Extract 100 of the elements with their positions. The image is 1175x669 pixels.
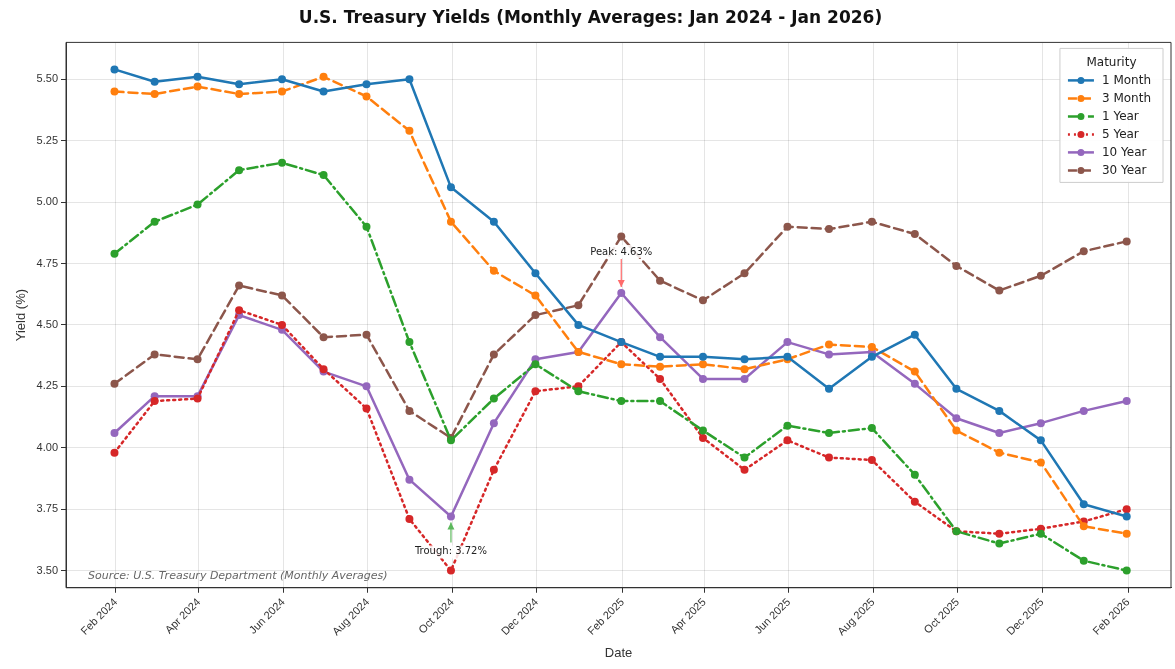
point [110, 87, 119, 96]
point [1036, 271, 1045, 280]
point [698, 426, 707, 435]
y-axis-title: Yield (%) [13, 288, 29, 342]
point [617, 397, 626, 406]
point [824, 429, 833, 437]
point [910, 470, 919, 479]
point [952, 384, 961, 393]
y-tick-label: 3.75 [36, 502, 59, 515]
point [362, 92, 371, 101]
point [489, 217, 498, 226]
point [867, 456, 876, 465]
point [617, 288, 626, 297]
point [910, 367, 919, 376]
point [1036, 419, 1045, 428]
point [656, 397, 665, 406]
point [489, 266, 498, 275]
point [489, 350, 498, 359]
point [235, 89, 244, 98]
point [656, 352, 665, 361]
point [698, 433, 707, 442]
point [698, 360, 707, 369]
y-tick-label: 4.00 [36, 440, 59, 453]
point [362, 80, 371, 89]
point [278, 75, 287, 84]
annotation: Trough: 3.72% [413, 545, 487, 557]
y-tick-label: 5.25 [36, 133, 59, 146]
point [740, 355, 749, 364]
point [995, 429, 1004, 437]
point [995, 406, 1004, 415]
point [405, 514, 414, 523]
point [193, 82, 202, 91]
point [910, 230, 919, 239]
legend-title: Maturity [1086, 54, 1137, 69]
point [574, 301, 583, 310]
point [824, 225, 833, 234]
point [740, 453, 749, 462]
point [235, 306, 244, 315]
point [446, 183, 455, 192]
legend-label: 3 Month [1101, 90, 1151, 105]
point [319, 87, 328, 96]
annotation: Source: U.S. Treasury Department (Monthly Averages) [88, 569, 388, 583]
point [1122, 566, 1131, 575]
point [656, 333, 665, 342]
point [740, 465, 749, 474]
point [995, 529, 1004, 538]
point [952, 414, 961, 423]
point [740, 365, 749, 374]
point [1122, 397, 1131, 406]
x-axis-title: Date [604, 644, 633, 660]
point [446, 512, 455, 521]
point [656, 374, 665, 383]
point [110, 429, 119, 437]
point [698, 352, 707, 361]
y-tick-label: 4.25 [36, 379, 59, 392]
point [1079, 556, 1088, 565]
point [995, 539, 1004, 548]
point [1079, 522, 1088, 531]
point [278, 320, 287, 329]
legend-label: 1 Month [1101, 72, 1151, 87]
y-tick-label: 5.50 [36, 72, 59, 85]
point [150, 397, 159, 406]
point [405, 126, 414, 135]
point [1036, 458, 1045, 467]
point [1079, 247, 1088, 256]
chart-title: U.S. Treasury Yields (Monthly Averages: Jan 2024 - Jan 2026) [298, 6, 883, 27]
point [319, 171, 328, 180]
point [531, 291, 540, 300]
point [531, 360, 540, 369]
point [531, 269, 540, 278]
point [278, 291, 287, 300]
point [110, 65, 119, 74]
point [235, 80, 244, 89]
point [952, 261, 961, 270]
point [1122, 505, 1131, 514]
point [150, 89, 159, 98]
point [235, 281, 244, 290]
point [319, 333, 328, 342]
point [995, 286, 1004, 295]
point [574, 320, 583, 329]
point [824, 384, 833, 393]
point [617, 232, 626, 241]
point [824, 340, 833, 349]
point [150, 217, 159, 226]
point [867, 217, 876, 226]
point [446, 217, 455, 226]
point [1036, 436, 1045, 445]
legend-label: 1 Year [1101, 108, 1139, 123]
point [867, 424, 876, 433]
legend-label: 5 Year [1101, 126, 1139, 141]
point [110, 249, 119, 258]
point [910, 497, 919, 506]
point [910, 379, 919, 388]
point [278, 87, 287, 96]
point [446, 566, 455, 575]
point [783, 436, 792, 445]
point [150, 77, 159, 86]
y-tick-label: 4.75 [36, 256, 59, 269]
point [362, 404, 371, 413]
point [278, 158, 287, 167]
